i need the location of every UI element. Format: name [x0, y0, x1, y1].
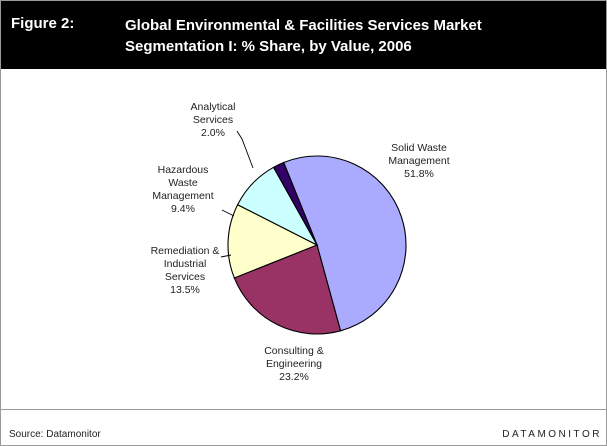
data-label-analytical-services: Analytical Services 2.0%: [191, 101, 236, 139]
data-label-line: 2.0%: [201, 127, 225, 139]
source-note: Source: Datamonitor: [9, 429, 101, 440]
figure-title: Global Environmental & Facilities Servic…: [125, 15, 595, 57]
pie-slice-analytical-services: [272, 161, 318, 246]
data-label-line: Waste: [168, 177, 198, 189]
footer-divider: [1, 409, 606, 410]
pie-slice-remediation-industrial-services: [227, 203, 319, 279]
pie-slice-solid-waste-management: [282, 155, 407, 332]
data-label-line: Management: [152, 190, 213, 202]
data-label-line: Remediation &: [151, 245, 220, 257]
data-label-line: Management: [388, 155, 449, 167]
leader-line-remediation-industrial-services: [220, 254, 232, 258]
data-label-remediation-industrial-services: Remediation & Industrial Services 13.5%: [151, 245, 220, 296]
data-label-line: Solid Waste: [391, 142, 447, 154]
figure-header: Figure 2: Global Environmental & Facilit…: [1, 1, 606, 69]
figure-title-line-1: Global Environmental & Facilities Servic…: [125, 17, 482, 34]
leader-line-hazardous-waste-management: [221, 209, 235, 217]
data-label-consulting-engineering: Consulting & Engineering 23.2%: [264, 345, 324, 383]
data-label-hazardous-waste-management: Hazardous Waste Management 9.4%: [152, 164, 213, 215]
data-label-line: Consulting &: [264, 345, 324, 357]
data-label-line: Analytical: [191, 101, 236, 113]
pie-slice-consulting-engineering: [233, 244, 342, 335]
data-label-line: Hazardous: [158, 164, 209, 176]
data-label-line: 23.2%: [279, 371, 309, 383]
figure-title-line-2: Segmentation I: % Share, by Value, 2006: [125, 38, 412, 55]
brand-wordmark: DATAMONITOR: [502, 429, 602, 440]
data-label-line: Services: [193, 114, 233, 126]
data-label-line: Engineering: [266, 358, 322, 370]
data-label-line: 13.5%: [170, 284, 200, 296]
data-label-line: 9.4%: [171, 203, 195, 215]
leader-line-analytical-services: [236, 130, 254, 169]
data-label-line: Industrial: [164, 258, 207, 270]
pie-chart: Solid Waste Management 51.8%Consulting & En…: [151, 101, 450, 383]
figure-label: Figure 2:: [11, 15, 75, 32]
data-label-line: Services: [165, 271, 205, 283]
data-label-line: 51.8%: [404, 168, 434, 180]
data-label-solid-waste-management: Solid Waste Management 51.8%: [388, 142, 449, 180]
